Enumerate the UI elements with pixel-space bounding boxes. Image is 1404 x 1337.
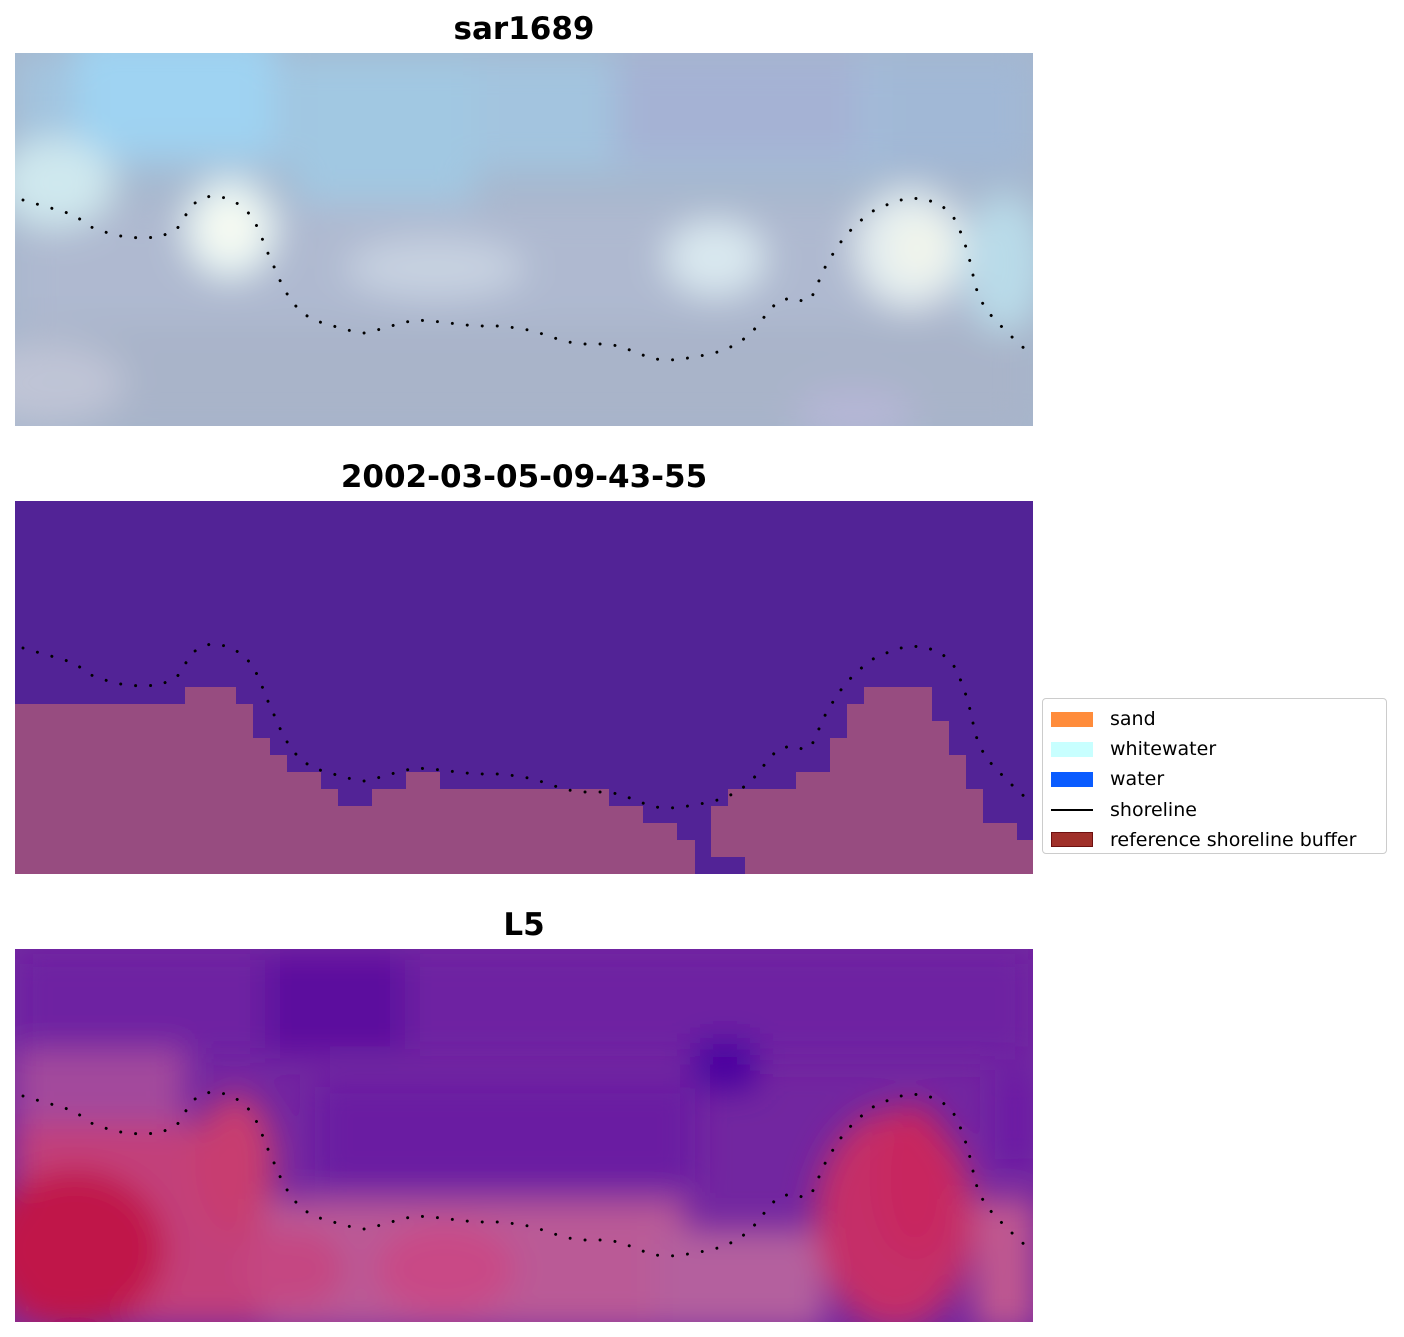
legend-swatch-sand (1051, 711, 1093, 727)
legend-label: whitewater (1110, 738, 1217, 761)
panel-title-date: 2002-03-05-09-43-55 (340, 459, 708, 495)
rgb-image-panel (15, 53, 1033, 426)
legend-line-shoreline (1051, 802, 1093, 817)
legend-label: reference shoreline buffer (1110, 828, 1357, 851)
shoreline-dots (21, 1090, 1029, 1258)
legend-label: water (1110, 768, 1165, 791)
index-image-panel (15, 949, 1033, 1322)
legend-label: sand (1110, 708, 1156, 731)
legend-item-shoreline: shoreline (1051, 795, 1378, 825)
shoreline-dots (21, 642, 1029, 810)
legend-item-whitewater: whitewater (1051, 734, 1378, 764)
reference-shoreline-buffer-region (15, 687, 1033, 874)
panel-title-sar1689: sar1689 (453, 11, 595, 47)
legend-swatch-water (1051, 771, 1093, 787)
panel-title-l5: L5 (503, 907, 545, 943)
legend: sand whitewater water shoreline referenc… (1042, 698, 1387, 854)
legend-item-water: water (1051, 764, 1378, 794)
legend-swatch-reference-shoreline-buffer (1051, 832, 1093, 848)
legend-item-sand: sand (1051, 704, 1378, 734)
classified-image (15, 501, 1033, 874)
rgb-image (15, 53, 1033, 426)
legend-item-reference-shoreline-buffer: reference shoreline buffer (1051, 825, 1378, 855)
index-image (15, 949, 1033, 1322)
shoreline-dots (21, 194, 1029, 362)
legend-label: shoreline (1110, 798, 1197, 821)
classified-image-panel (15, 501, 1033, 874)
legend-swatch-whitewater (1051, 741, 1093, 757)
